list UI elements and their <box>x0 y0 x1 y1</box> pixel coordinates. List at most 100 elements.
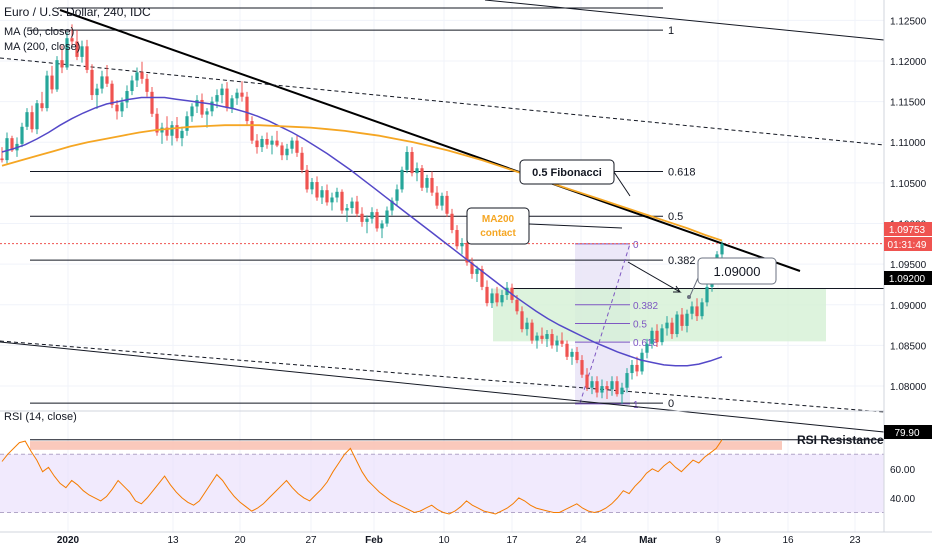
candle-body <box>560 340 564 344</box>
rsi-tick-label: 60.00 <box>890 465 915 476</box>
candle-body <box>635 364 639 372</box>
fib-callout-leader <box>613 171 631 197</box>
candle-body <box>180 130 184 139</box>
candle-body <box>205 111 209 115</box>
price-tick-label: 1.12000 <box>890 57 927 68</box>
candle-body <box>295 140 299 153</box>
candle-body <box>90 69 94 96</box>
candle-body <box>650 330 654 344</box>
time-tick-label: 13 <box>167 535 179 546</box>
fib-callout[interactable]: 0.5 Fibonacci <box>519 159 615 185</box>
candle-body <box>345 208 349 211</box>
time-tick-label: 10 <box>438 535 450 546</box>
price-tick-label: 1.12500 <box>890 16 927 27</box>
candle-body <box>200 99 204 115</box>
rsi-value-tag: 79.90 <box>884 425 932 439</box>
candle-body <box>280 145 284 156</box>
candle-body <box>125 91 129 103</box>
candle-body <box>660 328 664 343</box>
candle-body <box>250 121 254 141</box>
candle-body <box>640 352 644 372</box>
candle-body <box>330 197 334 203</box>
rsi-resistance-label: RSI Resistance <box>797 433 884 447</box>
candle-body <box>720 243 724 255</box>
candle-body <box>245 96 249 122</box>
rsi-legend[interactable]: RSI (14, close) <box>4 411 77 423</box>
target-arrow <box>627 261 682 293</box>
candle-body <box>230 98 234 109</box>
main-downtrend-line <box>59 9 801 272</box>
candle-body <box>675 314 679 335</box>
mid-dashed-channel <box>0 57 885 146</box>
time-tick-label: 27 <box>305 535 317 546</box>
target-callout-dot <box>687 295 691 299</box>
candle-body <box>655 330 659 343</box>
fib-level-label: 0.382 <box>668 255 696 267</box>
candle-body <box>335 191 339 198</box>
candle-body <box>540 335 544 339</box>
price-tick-label: 1.09500 <box>890 260 927 271</box>
ma200-callout[interactable]: MA200 contact <box>466 207 530 245</box>
candle-body <box>525 322 529 330</box>
time-tick-label: Feb <box>365 535 383 546</box>
candle-body <box>155 113 159 133</box>
candle-body <box>445 195 449 214</box>
candle-body <box>530 322 534 341</box>
candle-body <box>535 335 539 341</box>
candle-body <box>25 112 29 127</box>
candle-body <box>665 322 669 329</box>
inner-fib-label: 0 <box>633 240 639 251</box>
candle-body <box>450 213 454 231</box>
candle-body <box>145 78 149 92</box>
time-tick-label: 23 <box>849 535 861 546</box>
time-tick-label: 24 <box>575 535 587 546</box>
candle-body <box>65 38 69 68</box>
candle-body <box>95 88 99 96</box>
candle-body <box>440 195 444 206</box>
price-tick-label: 1.08500 <box>890 341 927 352</box>
candle-body <box>570 351 574 357</box>
candle-body <box>420 168 424 188</box>
candle-body <box>265 138 269 145</box>
candle-body <box>190 106 194 117</box>
price-tick-label: 1.11000 <box>890 138 926 149</box>
candle-body <box>375 212 379 229</box>
ma50-legend[interactable]: MA (50, close) <box>4 26 74 38</box>
inner-fib-label: 1 <box>633 400 639 411</box>
candle-body <box>705 286 709 303</box>
candle-body <box>695 306 699 317</box>
time-tick-label: 9 <box>715 535 721 546</box>
candle-body <box>170 125 174 136</box>
ma200-legend[interactable]: MA (200, close) <box>4 41 80 53</box>
candle-body <box>50 75 54 90</box>
candle-body <box>610 381 614 390</box>
ma200-callout-leader <box>528 223 623 229</box>
candle-body <box>470 262 474 274</box>
candle-body <box>140 72 144 79</box>
candle-body <box>220 88 224 96</box>
target-callout[interactable]: 1.09000 <box>697 257 777 285</box>
candle-body <box>625 373 629 388</box>
candle-body <box>320 190 324 198</box>
candle-body <box>315 182 319 198</box>
candle-body <box>215 95 219 102</box>
time-tick-label: Mar <box>639 535 657 546</box>
inner-fib-label: 0.618 <box>633 338 658 349</box>
candle-body <box>550 334 554 346</box>
candle-body <box>680 314 684 326</box>
candle-body <box>380 223 384 229</box>
target-callout-leader <box>689 277 699 297</box>
candle-body <box>70 38 74 42</box>
candle-body <box>520 311 524 330</box>
rsi-band <box>0 454 884 513</box>
candle-body <box>455 230 459 247</box>
ma50-line <box>1 96 723 367</box>
level-price-label: 1.09200 <box>889 274 926 285</box>
candle-body <box>605 386 609 390</box>
candle-body <box>595 381 599 393</box>
candle-body <box>195 99 199 107</box>
symbol-title: Euro / U.S. Dollar, 240, IDC <box>4 5 151 19</box>
upper-channel-line <box>484 0 885 41</box>
candle-body <box>325 190 329 203</box>
